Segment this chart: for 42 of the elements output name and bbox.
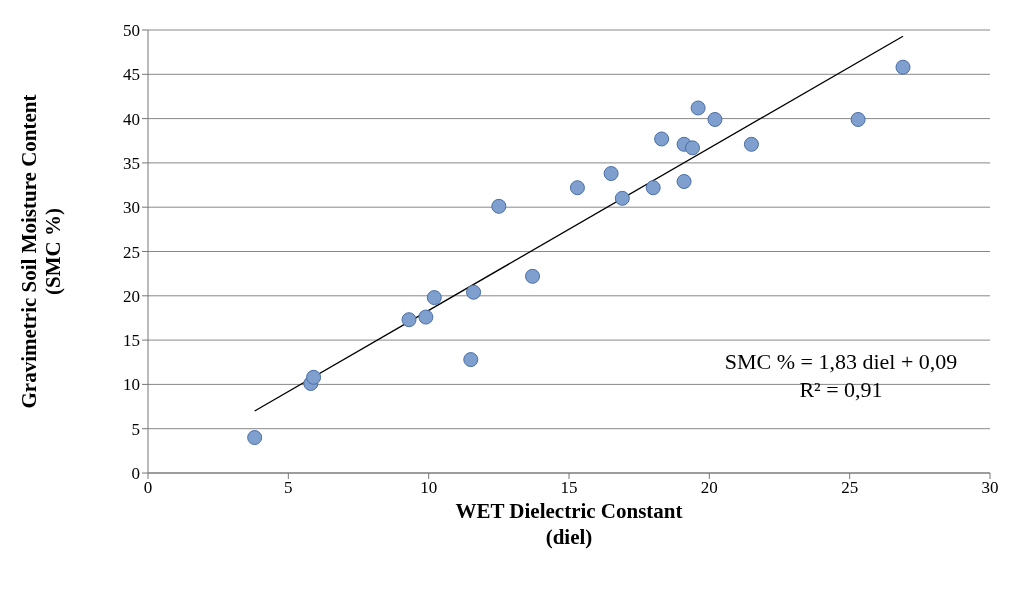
y-tick-label: 35 [123,153,140,173]
point [614,190,630,206]
y-tick-label: 5 [131,419,140,439]
point [569,180,585,196]
point [491,198,507,214]
point [684,140,700,156]
point [707,111,723,127]
y-tick-label: 30 [123,198,140,218]
annotation: R² = 0,91 [798,376,884,404]
point [306,369,322,385]
y-tick-label: 20 [123,286,140,306]
x-axis-title: WET Dielectric Constant (diel) [455,499,683,549]
point [654,131,670,147]
y-tick-label: 0 [131,464,140,484]
x-tick-label: 10 [420,478,438,498]
y-axis-title: Gravimetric Soil Moisture Content (SMC %) [17,94,65,409]
x-tick-label: 5 [284,478,293,498]
y-tick-label: 15 [123,331,140,351]
point [466,284,482,300]
point [401,312,417,328]
point [603,166,619,182]
y-tick-label: 25 [123,242,140,262]
x-tick-label: 20 [700,478,718,498]
x-tick-label: 30 [981,478,999,498]
annotation: SMC % = 1,83 diel + 0,09 [723,348,959,376]
point [426,290,442,306]
point [645,180,661,196]
y-tick-label: 40 [123,109,140,129]
point [418,309,434,325]
y-tick-label: 50 [123,21,140,41]
point [743,136,759,152]
point [895,59,911,75]
point [850,111,866,127]
point [690,100,706,116]
point [525,268,541,284]
x-tick-label: 15 [560,478,578,498]
point [676,174,692,190]
y-tick-label: 10 [123,375,140,395]
point [463,352,479,368]
x-tick-label: 25 [841,478,859,498]
y-tick-label: 45 [123,65,140,85]
point [247,430,263,446]
